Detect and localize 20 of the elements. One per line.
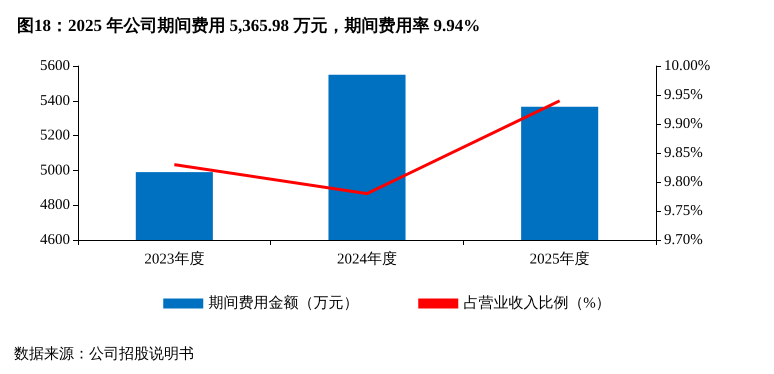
legend-label: 期间费用金额（万元） (208, 294, 358, 312)
x-tick-label: 2024年度 (337, 250, 397, 268)
y-tick-label: 4800 (40, 197, 70, 214)
y2-tick-label: 10.00% (664, 58, 710, 74)
y2-tick-label: 9.75% (664, 203, 703, 219)
y2-tick-label: 9.80% (664, 174, 703, 190)
source-note: 数据来源：公司招股说明书 (14, 346, 194, 362)
x-tick-label: 2023年度 (144, 250, 204, 268)
y-tick-label: 5000 (40, 162, 70, 178)
y2-tick-label: 9.90% (664, 116, 703, 132)
chart-title: 图18：2025 年公司期间费用 5,365.98 万元，期间费用率 9.94% (17, 16, 480, 35)
y2-tick-label: 9.95% (664, 87, 703, 103)
y-tick-label: 4600 (40, 232, 70, 248)
y-tick-label: 5200 (40, 128, 70, 144)
y-tick-label: 5600 (40, 58, 70, 74)
x-tick-label: 2025年度 (530, 250, 590, 268)
y2-tick-label: 9.70% (664, 232, 703, 248)
y-tick-label: 5400 (40, 92, 70, 109)
legend-label: 占营业收入比例（%） (463, 294, 611, 312)
y2-tick-label: 9.85% (664, 145, 703, 161)
